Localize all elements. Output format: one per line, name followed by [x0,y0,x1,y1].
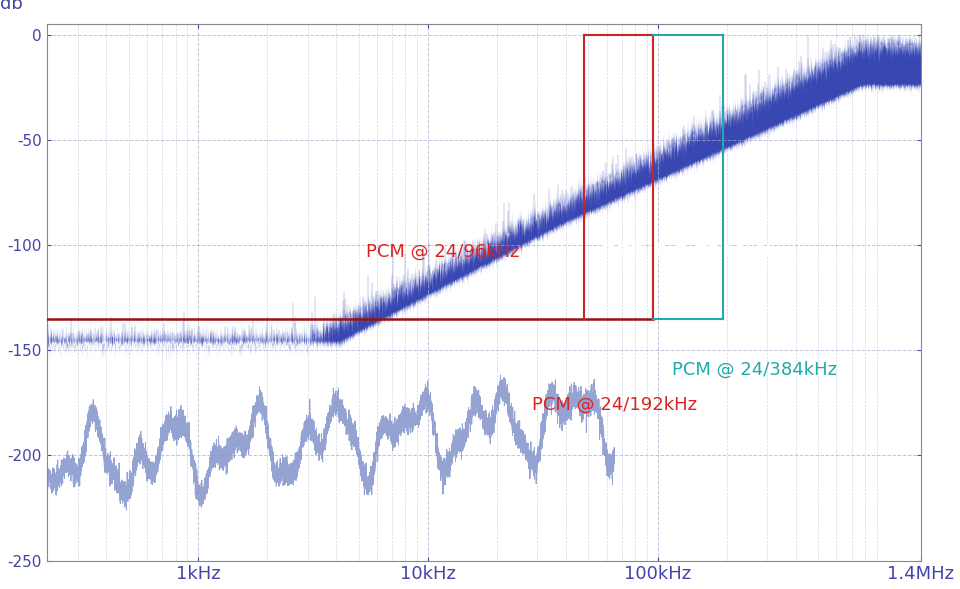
Text: PCM @ 24/192kHz: PCM @ 24/192kHz [532,396,697,414]
Y-axis label: db: db [0,0,23,14]
Text: DSD @ 2.8224kHz: DSD @ 2.8224kHz [602,243,782,261]
Text: PCM @ 24/384kHz: PCM @ 24/384kHz [672,361,837,379]
Text: PCM @ 24/96kHz: PCM @ 24/96kHz [366,243,519,261]
